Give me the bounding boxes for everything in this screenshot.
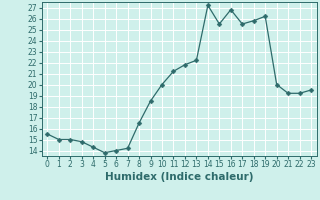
X-axis label: Humidex (Indice chaleur): Humidex (Indice chaleur) bbox=[105, 172, 253, 182]
